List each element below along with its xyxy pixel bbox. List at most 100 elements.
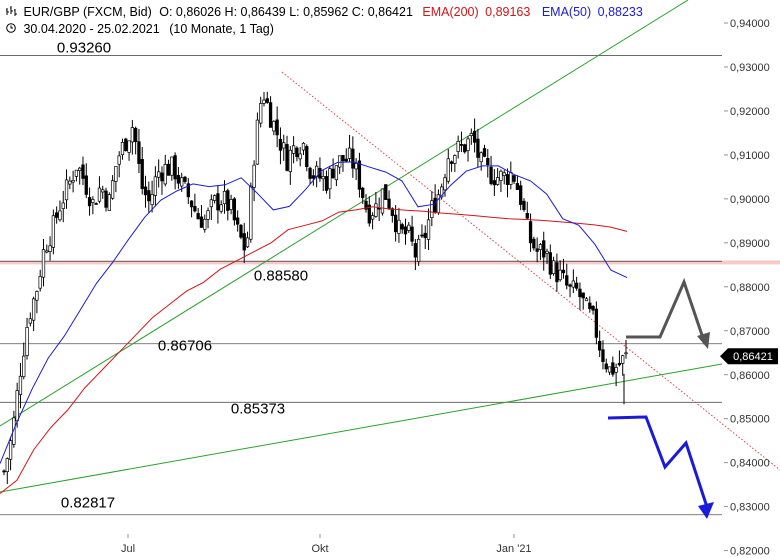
candle-body <box>206 210 210 220</box>
y-tick-label: 0,90000 <box>730 194 770 206</box>
candle-body <box>489 166 493 184</box>
candle-body <box>282 142 286 149</box>
candle-body <box>374 203 378 217</box>
candle-body <box>446 158 450 182</box>
candle-body <box>87 197 92 207</box>
date-range: 30.04.2020 - 25.02.2021 <box>23 22 160 36</box>
candle-body <box>209 199 213 208</box>
candle-body <box>574 282 579 289</box>
candle-body <box>94 203 98 205</box>
candle-body <box>453 155 457 164</box>
candle-body <box>502 172 506 176</box>
candle-body <box>496 177 500 185</box>
candle-body <box>84 175 88 195</box>
candle-body <box>324 176 329 191</box>
candle-body <box>407 224 411 231</box>
candle-body <box>68 180 72 185</box>
candle-body <box>351 148 355 169</box>
candle-body <box>259 103 263 124</box>
candle-body <box>624 352 628 355</box>
candle-body <box>265 98 269 103</box>
candle-body <box>588 302 592 309</box>
candle-body <box>41 249 46 278</box>
y-tick-label: 0,89000 <box>730 238 770 250</box>
candle-body <box>183 176 187 182</box>
candle-body <box>440 186 444 198</box>
candle-body <box>334 165 339 181</box>
y-tick-label: 0,87000 <box>730 326 770 338</box>
candle-body <box>426 219 431 240</box>
candle-body <box>101 189 105 193</box>
candle-body <box>331 168 335 179</box>
ohlc-values: O: 0,86026 H: 0,86439 L: 0,85962 C: 0,86… <box>159 5 413 19</box>
y-tick-label: 0,91000 <box>730 150 770 162</box>
candle-body <box>291 145 296 154</box>
candle-body <box>417 238 421 262</box>
ema200-value: 0,89163 <box>485 5 531 19</box>
candle-body <box>219 204 223 212</box>
candle-body <box>420 234 424 237</box>
candle-body <box>166 163 171 176</box>
candle-body <box>255 119 260 165</box>
level-label: 0.85373 <box>231 400 285 417</box>
candle-body <box>614 367 618 373</box>
candle-body <box>262 99 266 104</box>
candle-body <box>535 248 539 252</box>
candle-body <box>8 440 13 460</box>
candle-body <box>5 458 9 473</box>
candle-body <box>22 355 26 378</box>
candle-body <box>565 275 569 286</box>
candle-body <box>604 363 608 370</box>
candle-body <box>367 204 371 224</box>
candle-body <box>594 308 599 338</box>
candle-body <box>607 366 612 373</box>
candle-body <box>347 147 352 159</box>
candle-body <box>48 245 52 252</box>
candle-body <box>298 153 302 160</box>
candle-body <box>15 390 19 422</box>
candle-body <box>242 233 246 251</box>
candle-body <box>505 174 510 185</box>
candle-body <box>370 215 375 220</box>
candle-body <box>548 252 552 275</box>
candle-body <box>509 171 513 185</box>
candle-body <box>430 200 434 219</box>
candle-body <box>58 210 62 221</box>
candle-body <box>232 198 237 221</box>
candle-body <box>472 130 477 143</box>
candle-body <box>555 262 559 283</box>
candle-body <box>354 163 358 170</box>
candle-body <box>45 250 49 253</box>
candle-body <box>91 199 95 203</box>
candle-body <box>397 219 401 234</box>
level-label: 0.86706 <box>158 338 212 355</box>
candle-body <box>285 144 289 171</box>
candle-body <box>459 144 464 146</box>
candle-body <box>545 250 549 254</box>
candle-body <box>55 212 59 218</box>
y-tick-label: 0,86000 <box>730 370 770 382</box>
candle-body <box>571 280 575 288</box>
candle-body <box>328 168 332 190</box>
candle-body <box>143 186 148 196</box>
candle-body <box>532 238 536 249</box>
y-tick-label: 0,94000 <box>730 18 770 30</box>
candle-body <box>124 138 128 151</box>
scenario-arrowhead-blue <box>698 502 714 519</box>
x-tick-label: Okt <box>311 543 328 555</box>
candle-body <box>12 417 16 445</box>
candle-body <box>275 119 279 136</box>
ema50-line <box>0 161 628 464</box>
candle-body <box>410 226 414 242</box>
candle-body <box>601 349 605 363</box>
symbol-label: EUR/GBP (FXCM, Bid) <box>23 5 152 19</box>
candle-body <box>222 190 227 205</box>
candle-body <box>104 190 108 208</box>
candle-body <box>311 175 316 179</box>
candle-body <box>236 217 240 225</box>
candle-body <box>133 127 138 143</box>
candle-body <box>176 175 181 184</box>
candle-body <box>301 142 306 151</box>
candle-body <box>611 362 615 375</box>
